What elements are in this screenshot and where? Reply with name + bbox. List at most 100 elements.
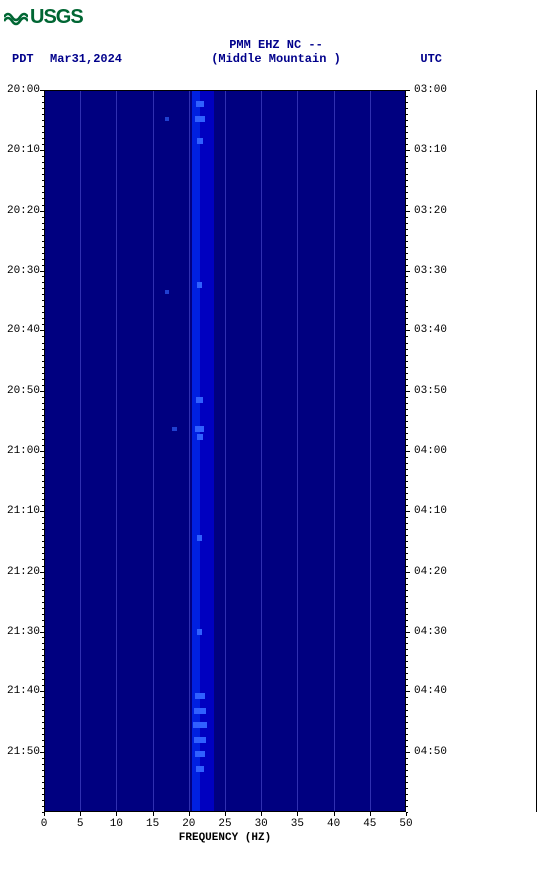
ytick-minor <box>406 655 408 656</box>
ytick-minor <box>406 667 408 668</box>
ytick-minor <box>42 794 44 795</box>
ytick-minor <box>42 282 44 283</box>
ytick-minor <box>406 421 408 422</box>
ytick-minor <box>42 499 44 500</box>
ylabel-right: 03:10 <box>414 144 447 156</box>
ytick-minor <box>42 661 44 662</box>
ytick-right <box>406 391 410 392</box>
ytick-minor <box>42 433 44 434</box>
ytick-minor <box>42 265 44 266</box>
ytick-minor <box>406 409 408 410</box>
ytick-minor <box>406 144 408 145</box>
ytick-minor <box>42 800 44 801</box>
ytick-minor <box>42 186 44 187</box>
ylabel-right: 04:00 <box>414 445 447 457</box>
ytick-minor <box>406 457 408 458</box>
ytick-minor <box>42 547 44 548</box>
ytick-minor <box>42 716 44 717</box>
gridline-v <box>370 90 371 812</box>
ytick-minor <box>406 192 408 193</box>
ytick-minor <box>406 788 408 789</box>
ytick-minor <box>42 559 44 560</box>
ytick-minor <box>406 415 408 416</box>
ytick-minor <box>406 475 408 476</box>
logo-text: USGS <box>30 6 83 29</box>
ytick-minor <box>406 782 408 783</box>
ytick-minor <box>42 667 44 668</box>
ylabel-right: 04:30 <box>414 626 447 638</box>
ytick-minor <box>42 469 44 470</box>
ytick-minor <box>42 734 44 735</box>
xtick <box>189 812 190 816</box>
ytick-minor <box>42 566 44 567</box>
ytick-minor <box>406 679 408 680</box>
ytick-minor <box>42 596 44 597</box>
ytick-minor <box>42 782 44 783</box>
spectral-peak <box>194 708 206 714</box>
ytick-minor <box>42 253 44 254</box>
gridline-v <box>153 90 154 812</box>
ylabel-right: 04:50 <box>414 746 447 758</box>
ytick-left <box>40 90 44 91</box>
ytick-minor <box>42 198 44 199</box>
xlabel: 15 <box>146 818 159 830</box>
ytick-minor <box>42 728 44 729</box>
ytick-minor <box>406 403 408 404</box>
ytick-minor <box>42 343 44 344</box>
ytick-minor <box>406 294 408 295</box>
ytick-minor <box>42 217 44 218</box>
ytick-minor <box>42 770 44 771</box>
ytick-minor <box>406 596 408 597</box>
xtick <box>153 812 154 816</box>
gridline-v <box>116 90 117 812</box>
ytick-minor <box>42 673 44 674</box>
ytick-minor <box>42 427 44 428</box>
ytick-minor <box>42 764 44 765</box>
ytick-minor <box>406 198 408 199</box>
ytick-minor <box>406 223 408 224</box>
spectral-peak <box>165 290 169 294</box>
ytick-minor <box>406 96 408 97</box>
xlabel: 40 <box>327 818 340 830</box>
ytick-minor <box>406 584 408 585</box>
ytick-minor <box>42 409 44 410</box>
xtick <box>225 812 226 816</box>
ytick-minor <box>406 324 408 325</box>
ylabel-right: 03:30 <box>414 265 447 277</box>
ytick-minor <box>406 282 408 283</box>
ytick-minor <box>406 685 408 686</box>
spectral-peak <box>195 426 204 432</box>
ytick-minor <box>406 102 408 103</box>
ytick-minor <box>406 343 408 344</box>
ytick-minor <box>42 96 44 97</box>
ytick-minor <box>406 806 408 807</box>
ytick-minor <box>42 276 44 277</box>
ytick-minor <box>406 704 408 705</box>
ytick-minor <box>406 590 408 591</box>
ylabel-right: 03:40 <box>414 324 447 336</box>
ytick-minor <box>406 205 408 206</box>
ytick-minor <box>406 661 408 662</box>
ytick-minor <box>42 306 44 307</box>
gridline-v <box>189 90 190 812</box>
ytick-minor <box>42 336 44 337</box>
ytick-minor <box>406 673 408 674</box>
ytick-minor <box>42 312 44 313</box>
ytick-minor <box>42 602 44 603</box>
spectral-peak <box>195 751 205 757</box>
ytick-left <box>40 211 44 212</box>
ytick-minor <box>406 336 408 337</box>
ytick-minor <box>42 355 44 356</box>
ytick-minor <box>42 373 44 374</box>
ytick-minor <box>406 433 408 434</box>
ytick-right <box>406 752 410 753</box>
ytick-minor <box>42 626 44 627</box>
spectrogram-plot <box>44 90 406 812</box>
xlabel: 50 <box>399 818 412 830</box>
ytick-minor <box>42 318 44 319</box>
ytick-minor <box>406 247 408 248</box>
ylabel-right: 04:10 <box>414 505 447 517</box>
ytick-minor <box>406 649 408 650</box>
ytick-minor <box>406 553 408 554</box>
xlabel: 35 <box>291 818 304 830</box>
